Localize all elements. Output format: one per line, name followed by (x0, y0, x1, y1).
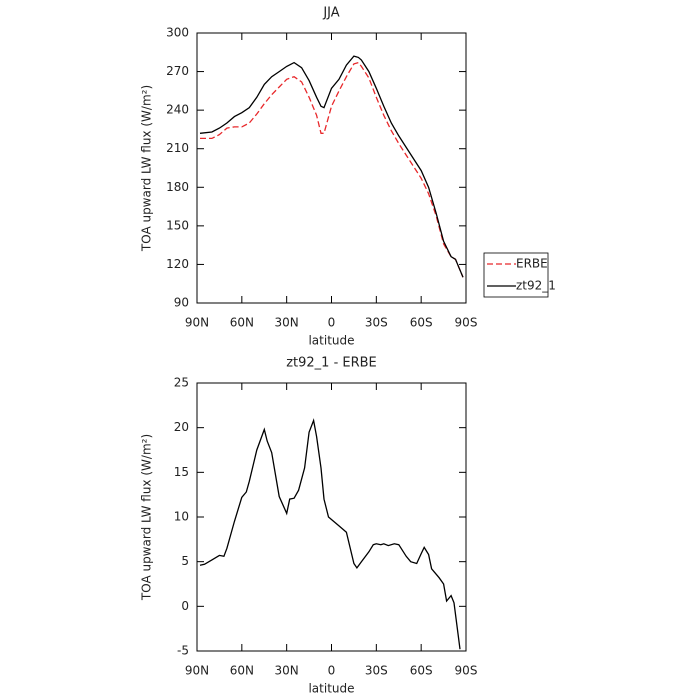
y-tick-label: 5 (181, 554, 189, 568)
x-tick-label: 60N (230, 664, 254, 678)
y-axis-label: TOA upward LW flux (W/m²) (140, 434, 154, 601)
x-tick-label: 60S (410, 664, 433, 678)
x-axis-label: latitude (308, 334, 354, 348)
y-tick-label: 180 (166, 180, 189, 194)
y-tick-label: 25 (174, 376, 189, 390)
legend-label: zt92_1 (516, 279, 556, 293)
y-axis-label: TOA upward LW flux (W/m²) (140, 85, 154, 252)
plot-frame (196, 382, 467, 652)
x-tick-label: 90S (455, 316, 478, 330)
y-tick-label: 0 (181, 599, 189, 613)
chart-title: zt92_1 - ERBE (286, 356, 377, 371)
x-tick-label: 90N (185, 316, 209, 330)
y-tick-label: 20 (174, 420, 189, 434)
y-tick-label: 210 (166, 141, 189, 155)
x-tick-label: 30S (365, 664, 388, 678)
y-tick-label: -5 (177, 644, 189, 658)
x-tick-label: 30S (365, 316, 388, 330)
x-tick-label: 30N (275, 664, 299, 678)
x-axis-label: latitude (308, 682, 354, 696)
legend-box (483, 252, 549, 298)
y-tick-label: 270 (166, 64, 189, 78)
plot-frame (196, 32, 467, 304)
x-tick-label: 90N (185, 664, 209, 678)
x-tick-label: 60S (410, 316, 433, 330)
series-line (200, 61, 464, 278)
y-tick-label: 15 (174, 465, 189, 479)
chart-title: JJA (322, 6, 339, 21)
x-tick-label: 60N (230, 316, 254, 330)
y-tick-label: 150 (166, 218, 189, 232)
x-tick-label: 0 (328, 316, 336, 330)
series-line (199, 55, 464, 278)
x-tick-label: 0 (328, 664, 336, 678)
y-tick-label: 120 (166, 257, 189, 271)
y-tick-label: 90 (174, 296, 189, 310)
x-tick-label: 30N (275, 316, 299, 330)
y-tick-label: 300 (166, 26, 189, 40)
legend-label: ERBE (516, 257, 548, 271)
series-line (199, 418, 461, 650)
y-tick-label: 10 (174, 510, 189, 524)
y-tick-label: 240 (166, 103, 189, 117)
x-tick-label: 90S (455, 664, 478, 678)
